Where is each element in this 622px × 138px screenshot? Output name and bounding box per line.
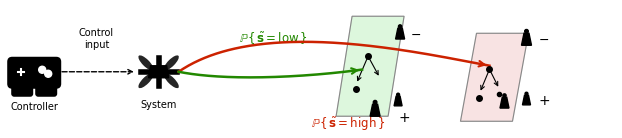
Polygon shape [500,97,509,108]
Text: $\mathbb{P}\{\,\tilde{\mathbf{s}} = \mathrm{high}\,\}$: $\mathbb{P}\{\,\tilde{\mathbf{s}} = \mat… [311,116,386,133]
Circle shape [525,92,528,95]
Circle shape [503,94,506,97]
Polygon shape [149,66,169,78]
Ellipse shape [138,55,154,70]
Polygon shape [396,28,404,39]
Ellipse shape [164,55,179,70]
Polygon shape [522,95,531,105]
Text: $+$: $+$ [539,94,550,108]
Polygon shape [521,33,531,45]
Polygon shape [394,96,402,106]
Text: Controller: Controller [11,102,58,112]
FancyBboxPatch shape [11,79,33,97]
Circle shape [397,93,399,96]
Circle shape [45,70,52,77]
Polygon shape [336,16,404,116]
Circle shape [39,66,45,73]
Ellipse shape [164,73,179,88]
Circle shape [373,100,377,104]
Text: $-$: $-$ [539,33,550,46]
Polygon shape [370,104,380,116]
Text: $\mathbb{P}\{\,\tilde{\mathbf{s}} = \mathrm{low}\,\}$: $\mathbb{P}\{\,\tilde{\mathbf{s}} = \mat… [239,30,308,47]
Polygon shape [460,33,529,121]
Circle shape [525,30,528,33]
FancyBboxPatch shape [35,79,57,97]
Ellipse shape [138,73,154,88]
Text: System: System [141,100,177,110]
Text: $+$: $+$ [398,111,411,125]
Text: $-$: $-$ [410,28,421,41]
FancyBboxPatch shape [7,57,61,89]
Text: Control
input: Control input [79,28,114,50]
Circle shape [399,25,402,28]
